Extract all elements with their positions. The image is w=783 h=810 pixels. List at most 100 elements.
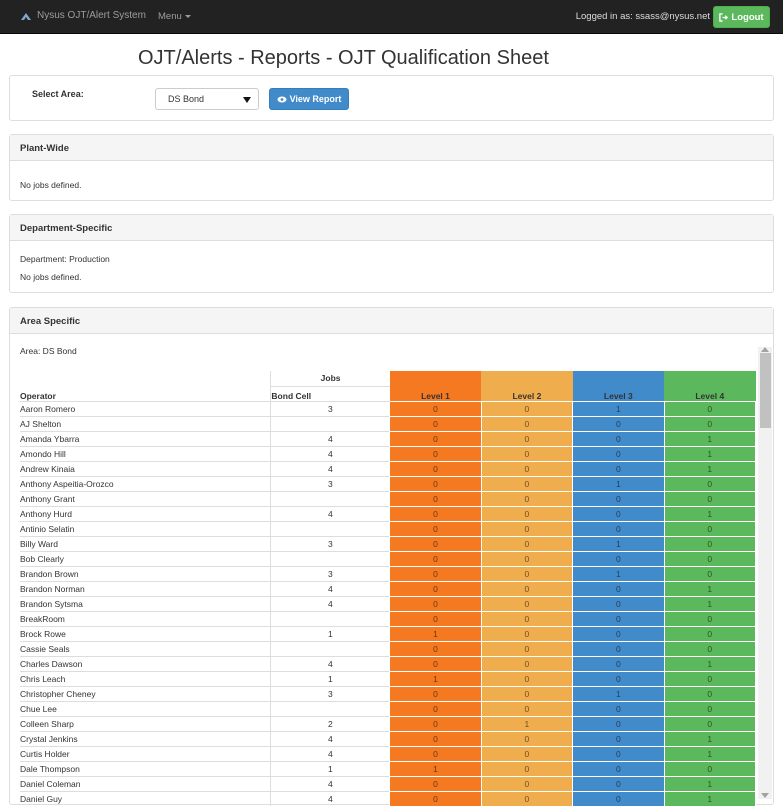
level-3-cell: 1 [572,535,665,552]
table-row: Brandon Sytsma 4 0 0 0 1 [20,595,757,612]
level-1-cell: 0 [389,415,482,432]
level-4-cell: 0 [663,760,757,777]
logout-label: Logout [731,11,764,23]
eye-icon [277,96,287,102]
view-report-label: View Report [289,94,342,104]
level-2-cell: 0 [480,625,574,642]
level-4-cell: 0 [663,535,757,552]
area-select[interactable]: DS Bond [155,88,259,110]
level-4-cell: 0 [663,520,757,537]
level-1-header: Level 1 [389,386,482,401]
bond-cell-header: Bond Cell [270,385,390,401]
area-specific-panel: Area Specific Area: DS Bond Jobs Operato… [9,307,774,806]
level-3-cell: 0 [572,445,665,462]
operator-name: Aaron Romero [20,400,271,416]
operator-name: Bob Clearly [20,550,271,566]
level-3-cell: 1 [572,565,665,582]
area-table-scroll[interactable]: Area: DS Bond Jobs Operator Bond Cell Le… [10,335,773,806]
bond-cell-value [270,415,390,431]
operator-name: Amanda Ybarra [20,430,271,446]
bond-cell-value: 4 [270,730,390,746]
level-4-cell: 0 [663,475,757,492]
level-3-cell: 0 [572,775,665,792]
level-1-cell: 0 [389,640,482,657]
brand-link[interactable]: Nysus OJT/Alert System [20,10,146,21]
operator-name: Christopher Cheney [20,685,271,701]
level-3-cell: 0 [572,640,665,657]
level-1-cell: 0 [389,775,482,792]
logout-button[interactable]: Logout [713,6,770,28]
menu-label: Menu [158,11,182,22]
level-3-cell: 0 [572,745,665,762]
level-1-cell: 0 [389,475,482,492]
level-1-cell: 0 [389,445,482,462]
level-2-cell: 0 [480,775,574,792]
level-3-cell: 0 [572,790,665,806]
level-1-cell: 0 [389,790,482,806]
operator-name: Brock Rowe [20,625,271,641]
level-2-cell: 0 [480,580,574,597]
level-4-cell: 0 [663,670,757,687]
level-3-cell: 0 [572,760,665,777]
level-2-cell: 0 [480,685,574,702]
table-row: Anthony Hurd 4 0 0 0 1 [20,505,757,522]
level-3-cell: 0 [572,490,665,507]
level-4-cell: 0 [663,415,757,432]
level-4-cell: 1 [663,790,757,806]
level-3-cell: 0 [572,625,665,642]
level-4-cell: 1 [663,505,757,522]
view-report-button[interactable]: View Report [269,88,349,110]
operator-name: Daniel Guy [20,790,271,806]
level-3-cell: 0 [572,415,665,432]
level-2-cell: 0 [480,670,574,687]
level-4-cell: 0 [663,610,757,627]
table-row: Daniel Coleman 4 0 0 0 1 [20,775,757,792]
scroll-down-icon[interactable] [761,793,769,798]
bond-cell-value [270,520,390,536]
level-2-cell: 0 [480,655,574,672]
bond-cell-value: 3 [270,685,390,701]
level-2-cell: 0 [480,505,574,522]
table-row: Dale Thompson 1 1 0 0 0 [20,760,757,777]
table-row: AJ Shelton 0 0 0 0 [20,415,757,432]
vertical-scrollbar[interactable] [758,347,772,799]
operator-name: Andrew Kinaia [20,460,271,476]
scroll-thumb[interactable] [760,353,771,428]
level-3-cell: 0 [572,580,665,597]
menu-dropdown[interactable]: Menu [158,11,191,22]
table-row: Colleen Sharp 2 0 1 0 0 [20,715,757,732]
level-3-cell: 0 [572,655,665,672]
level-2-cell: 0 [480,610,574,627]
bond-cell-value: 3 [270,535,390,551]
bond-cell-value: 3 [270,475,390,491]
level-2-header: Level 2 [481,386,573,401]
level-4-cell: 0 [663,685,757,702]
level-2-cell: 0 [480,490,574,507]
scroll-up-icon[interactable] [761,347,769,352]
level-2-cell: 1 [480,715,574,732]
table-row: Curtis Holder 4 0 0 0 1 [20,745,757,762]
level-4-cell: 0 [663,640,757,657]
level-1-cell: 0 [389,490,482,507]
jobs-header: Jobs [270,371,390,386]
level-2-cell: 0 [480,475,574,492]
level-1-cell: 0 [389,715,482,732]
level-3-cell: 0 [572,595,665,612]
caret-down-icon [184,14,191,18]
operator-name: Anthony Aspeitia-Orozco [20,475,271,491]
bond-cell-value: 4 [270,580,390,596]
level-1-cell: 0 [389,400,482,417]
operator-name: Chris Leach [20,670,271,686]
bond-cell-value: 2 [270,715,390,731]
level-2-cell: 0 [480,430,574,447]
select-area-label: Select Area: [32,89,84,99]
level-3-cell: 1 [572,475,665,492]
table-row: Anthony Grant 0 0 0 0 [20,490,757,507]
level-3-cell: 0 [572,520,665,537]
operator-name: Anthony Hurd [20,505,271,521]
level-4-cell: 1 [663,775,757,792]
level-2-cell: 0 [480,730,574,747]
bond-cell-value [270,700,390,716]
bond-cell-value [270,610,390,626]
bond-cell-value [270,550,390,566]
